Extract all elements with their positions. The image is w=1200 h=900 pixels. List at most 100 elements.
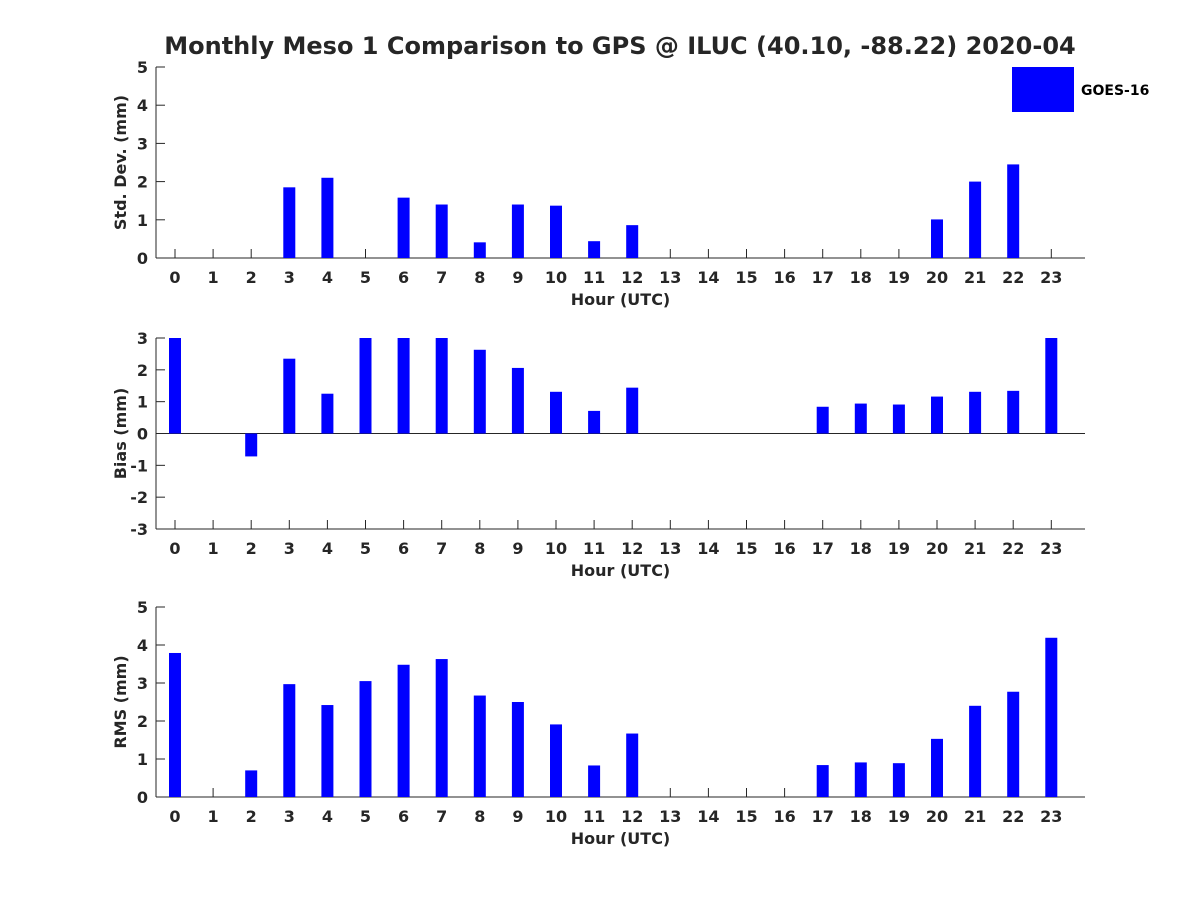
bias-bar-hour-11 xyxy=(588,410,601,434)
bias-bar-hour-9 xyxy=(511,367,524,434)
bias-bar-hour-8 xyxy=(473,349,486,434)
std-dev-bar-hour-12 xyxy=(626,225,639,258)
std-dev-x-tick-label: 20 xyxy=(926,268,948,287)
bias-x-tick-label: 7 xyxy=(436,539,447,558)
bias-x-tick-label: 15 xyxy=(735,539,757,558)
bias-x-tick-label: 14 xyxy=(697,539,719,558)
std-dev-x-tick-label: 12 xyxy=(621,268,643,287)
rms-x-tick-label: 1 xyxy=(208,807,219,826)
bias-y-tick-label: -1 xyxy=(130,456,148,475)
std-dev-y-tick-label: 4 xyxy=(137,96,148,115)
rms-bar-hour-8 xyxy=(473,695,486,797)
rms-x-tick-label: 14 xyxy=(697,807,719,826)
bias-x-tick-label: 21 xyxy=(964,539,986,558)
std-dev-x-tick-label: 18 xyxy=(850,268,872,287)
bias-x-tick-label: 23 xyxy=(1040,539,1062,558)
std-dev-x-tick-label: 19 xyxy=(888,268,910,287)
bias-x-tick-label: 1 xyxy=(208,539,219,558)
bias-bar-hour-19 xyxy=(892,404,905,434)
rms-x-tick-label: 17 xyxy=(812,807,834,826)
std-dev-bar-hour-22 xyxy=(1007,164,1020,258)
rms-bar-hour-6 xyxy=(397,664,410,797)
bias-bar-hour-23 xyxy=(1045,338,1058,434)
bias-bar-hour-4 xyxy=(321,393,334,434)
std-dev-x-tick-label: 5 xyxy=(360,268,371,287)
rms-bar-hour-22 xyxy=(1007,691,1020,797)
bias-bar-hour-5 xyxy=(359,338,372,434)
rms-x-tick-label: 13 xyxy=(659,807,681,826)
bias-x-tick-label: 12 xyxy=(621,539,643,558)
std-dev-bar-hour-9 xyxy=(511,204,524,258)
rms-x-tick-label: 2 xyxy=(246,807,257,826)
rms-x-tick-label: 0 xyxy=(169,807,180,826)
std-dev-bar-hour-20 xyxy=(931,219,943,258)
rms-x-tick-label: 15 xyxy=(735,807,757,826)
legend-label: GOES-16 xyxy=(1081,83,1149,99)
bias-y-tick-label: 2 xyxy=(137,361,148,380)
rms-bar-hour-10 xyxy=(550,724,562,797)
bias-x-tick-label: 17 xyxy=(812,539,834,558)
rms-bar-hour-2 xyxy=(245,770,258,797)
bias-x-tick-label: 9 xyxy=(512,539,523,558)
bias-bar-hour-22 xyxy=(1007,390,1020,434)
std-dev-x-tick-label: 14 xyxy=(697,268,719,287)
std-dev-bar-hour-6 xyxy=(397,197,410,258)
rms-y-axis-label: RMS (mm) xyxy=(111,655,130,748)
bias-y-axis-label: Bias (mm) xyxy=(111,388,130,480)
std-dev-y-tick-label: 3 xyxy=(137,134,148,153)
std-dev-x-axis-label: Hour (UTC) xyxy=(571,290,671,309)
bias-y-tick-label: 0 xyxy=(137,425,148,444)
std-dev-x-tick-label: 11 xyxy=(583,268,605,287)
rms-x-tick-label: 22 xyxy=(1002,807,1024,826)
bias-y-tick-label: 1 xyxy=(137,393,148,412)
rms-y-tick-label: 3 xyxy=(137,674,148,693)
bias-x-tick-label: 13 xyxy=(659,539,681,558)
rms-bar-hour-17 xyxy=(816,765,829,797)
rms-bar-hour-11 xyxy=(588,765,601,797)
rms-bar-hour-7 xyxy=(435,659,448,797)
std-dev-bar-hour-21 xyxy=(969,181,982,258)
std-dev-x-tick-label: 0 xyxy=(169,268,180,287)
rms-x-tick-label: 18 xyxy=(850,807,872,826)
std-dev-y-tick-label: 2 xyxy=(137,173,148,192)
std-dev-bar-hour-11 xyxy=(588,241,601,258)
rms-x-tick-label: 12 xyxy=(621,807,643,826)
bias-bar-hour-20 xyxy=(931,396,943,434)
bias-bar-hour-12 xyxy=(626,387,639,434)
std-dev-x-tick-label: 2 xyxy=(246,268,257,287)
rms-bar-hour-23 xyxy=(1045,637,1058,797)
std-dev-bar-hour-7 xyxy=(435,204,448,258)
bias-bar-hour-2 xyxy=(245,433,258,457)
rms-bar-hour-5 xyxy=(359,681,372,797)
std-dev-bar-hour-4 xyxy=(321,177,334,258)
std-dev-y-tick-label: 0 xyxy=(137,249,148,268)
bias-x-tick-label: 5 xyxy=(360,539,371,558)
bias-x-tick-label: 22 xyxy=(1002,539,1024,558)
bias-x-tick-label: 6 xyxy=(398,539,409,558)
bias-x-tick-label: 4 xyxy=(322,539,333,558)
std-dev-x-tick-label: 8 xyxy=(474,268,485,287)
bias-bar-hour-7 xyxy=(435,338,448,434)
bias-x-tick-label: 3 xyxy=(284,539,295,558)
bias-bar-hour-21 xyxy=(969,391,982,434)
rms-x-tick-label: 11 xyxy=(583,807,605,826)
bias-x-tick-label: 16 xyxy=(773,539,795,558)
chart-title: Monthly Meso 1 Comparison to GPS @ ILUC … xyxy=(164,32,1075,60)
rms-y-tick-label: 1 xyxy=(137,750,148,769)
std-dev-x-tick-label: 16 xyxy=(773,268,795,287)
bias-y-tick-label: -2 xyxy=(130,488,148,507)
std-dev-x-tick-label: 21 xyxy=(964,268,986,287)
bias-x-tick-label: 20 xyxy=(926,539,948,558)
std-dev-bar-hour-8 xyxy=(473,242,486,258)
std-dev-x-tick-label: 10 xyxy=(545,268,567,287)
legend: GOES-16 xyxy=(1012,67,1149,112)
std-dev-y-tick-label: 5 xyxy=(137,58,148,77)
bias-bar-hour-3 xyxy=(283,358,296,434)
legend-swatch xyxy=(1012,67,1074,112)
rms-x-tick-label: 6 xyxy=(398,807,409,826)
rms-bar-hour-18 xyxy=(854,762,867,797)
rms-x-tick-label: 10 xyxy=(545,807,567,826)
std-dev-bar-hour-3 xyxy=(283,187,296,258)
